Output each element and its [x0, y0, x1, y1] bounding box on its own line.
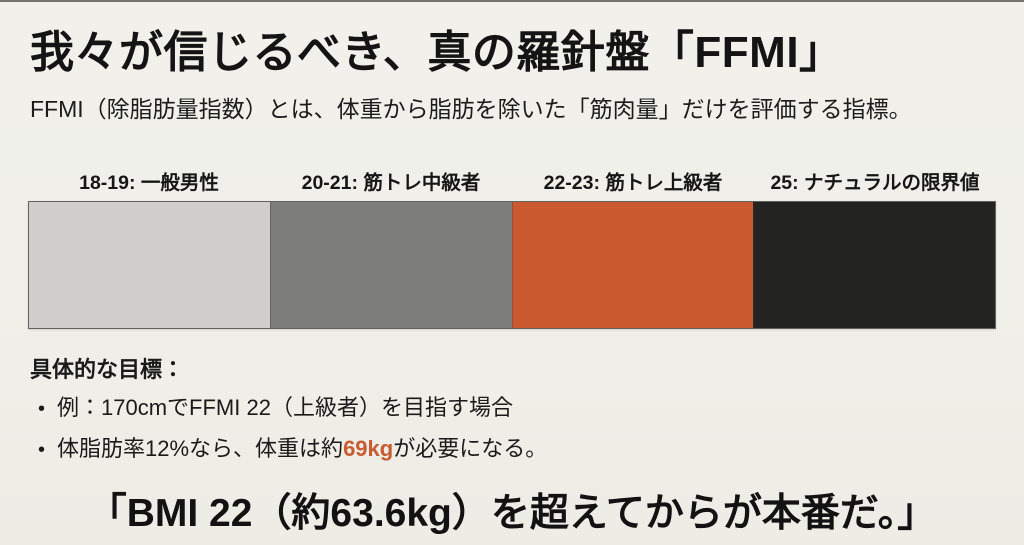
bottom-quote: 「BMI 22（約63.6kg）を超えてからが本番だ。」	[87, 492, 937, 535]
slide-subtitle: FFMI（除脂肪量指数）とは、体重から脂肪を除いた「筋肉量」だけを評価する指標。	[30, 96, 912, 122]
scale-segment	[753, 202, 995, 328]
goal-item-weight: • 体脂肪率12%なら、体重は約69kgが必要になる。	[38, 431, 547, 463]
scale-label: 18-19: 一般男性	[79, 172, 219, 194]
goal-text: 例：170cmでFFMI 22（上級者）を目指す場合	[57, 395, 513, 420]
scale-label: 25: ナチュラルの限界値	[770, 172, 980, 194]
scale-segment	[511, 202, 754, 328]
bullet-icon: •	[38, 439, 46, 461]
goals-list: • 例：170cmでFFMI 22（上級者）を目指す場合 • 体脂肪率12%なら…	[38, 390, 547, 472]
ffmi-scale-labels: 18-19: 一般男性 20-21: 筋トレ中級者 22-23: 筋トレ上級者 25:…	[28, 166, 996, 195]
scale-segment	[269, 202, 512, 328]
scale-label: 20-21: 筋トレ中級者	[301, 172, 481, 194]
scale-label: 22-23: 筋トレ上級者	[543, 172, 723, 194]
ffmi-scale-bar	[28, 201, 996, 329]
goal-text: 体脂肪率12%なら、体重は約69kgが必要になる。	[57, 436, 548, 461]
goal-item-example: • 例：170cmでFFMI 22（上級者）を目指す場合	[38, 390, 547, 422]
slide-title: 我々が信じるべき、真の羅針盤「FFMI」	[30, 28, 844, 77]
goals-heading: 具体的な目標：	[30, 357, 185, 382]
scale-segment	[29, 202, 270, 328]
slide-top-edge	[0, 0, 1024, 2]
goal-highlight: 69kg	[343, 436, 394, 461]
bullet-icon: •	[38, 398, 46, 420]
